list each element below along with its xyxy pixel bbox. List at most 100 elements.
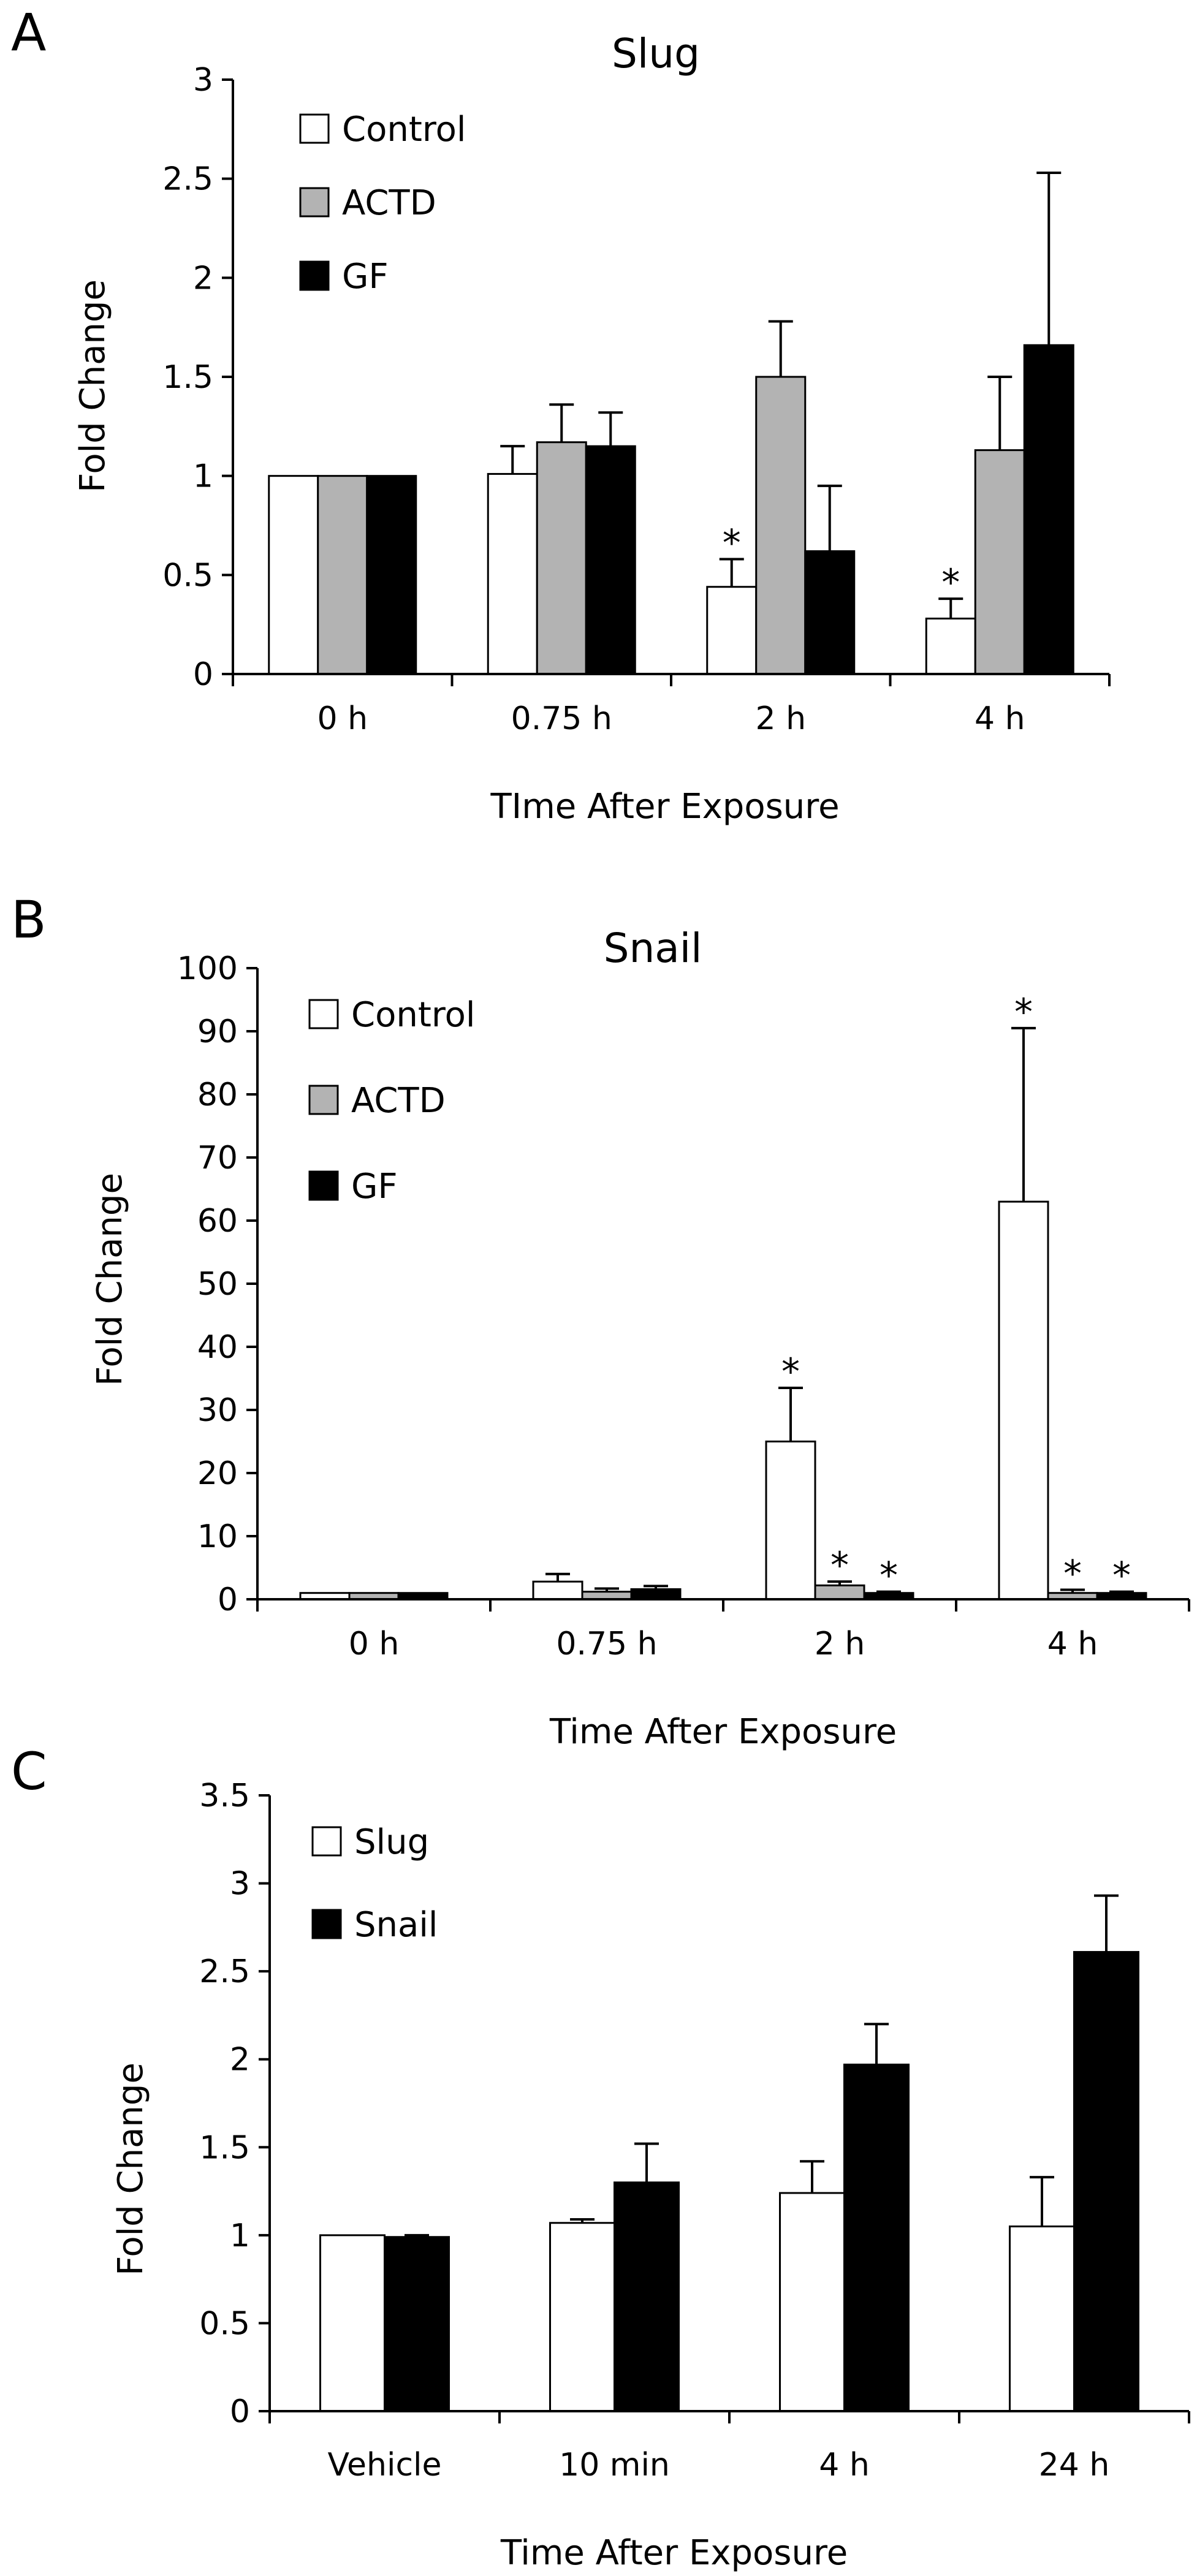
- bar-actd-0: [317, 475, 368, 675]
- legend-label-control: Control: [342, 110, 466, 150]
- x-tick-label: 2 h: [755, 700, 806, 737]
- bar-slug-0: [319, 2234, 386, 2412]
- y-tick-label: 2: [193, 260, 213, 297]
- bar-control-0: [268, 475, 319, 675]
- bar-slug-3: [1009, 2226, 1075, 2412]
- legend-label-gf: GF: [351, 1167, 398, 1207]
- bar-snail-3: [1073, 1951, 1139, 2412]
- bar-control-2: [765, 1441, 816, 1601]
- axes: [222, 78, 1111, 686]
- significance-asterisk: *: [830, 1544, 849, 1587]
- bars: [319, 1951, 1139, 2412]
- bar-control-2: [706, 586, 758, 675]
- x-tick-label: Vehicle: [328, 2447, 442, 2483]
- legend-swatch-gf: [299, 260, 330, 291]
- legend-swatch-slug: [311, 1826, 342, 1857]
- chart-title: Snail: [604, 925, 702, 972]
- bar-gf-1: [630, 1588, 682, 1601]
- y-tick-labels: 0 0.5 1 1.5 2 2.5 3 3.5: [199, 1778, 250, 2430]
- x-tick-label: 2 h: [815, 1626, 865, 1662]
- x-tick-label: 4 h: [975, 700, 1025, 737]
- significance-asterisk: *: [941, 561, 960, 604]
- error-bars: [405, 1894, 1119, 2237]
- x-tick-labels: 0 h 0.75 h 2 h 4 h: [317, 700, 1025, 737]
- y-tick-label: 2: [230, 2042, 250, 2078]
- bar-snail-0: [384, 2236, 450, 2412]
- y-tick-label: 20: [197, 1455, 238, 1492]
- y-tick-label: 80: [197, 1077, 238, 1113]
- x-tick-labels: 0 h 0.75 h 2 h 4 h: [349, 1626, 1098, 1662]
- bar-gf-1: [585, 445, 636, 675]
- panel-c-slug-snail-chart: C Fold Change Time After Exposure 0 0.5 1 1…: [11, 1741, 1190, 2573]
- chart-title: Slug: [612, 30, 700, 77]
- significance-asterisk: *: [1063, 1553, 1082, 1596]
- panel-a-slug-chart: A Slug Fold Change TIme After Exposure 0…: [11, 2, 1111, 827]
- legend-swatch-snail: [311, 1909, 342, 1939]
- significance-asterisk: *: [1014, 991, 1033, 1034]
- y-tick-label: 2.5: [199, 1953, 250, 1990]
- y-tick-label: 70: [197, 1140, 238, 1176]
- legend-label-gf: GF: [342, 257, 389, 297]
- y-tick-label: 0.5: [199, 2305, 250, 2342]
- y-tick-label: 60: [197, 1203, 238, 1240]
- y-tick-label: 0: [193, 656, 213, 693]
- bar-control-3: [998, 1200, 1049, 1601]
- bar-snail-1: [614, 2181, 680, 2412]
- significance-asterisk: *: [1112, 1555, 1131, 1597]
- legend-label-actd: ACTD: [342, 183, 436, 223]
- y-tick-label: 3: [193, 62, 213, 99]
- bar-gf-2: [804, 550, 856, 675]
- bar-snail-2: [843, 2063, 910, 2412]
- x-tick-labels: Vehicle 10 min 4 h 24 h: [328, 2447, 1110, 2483]
- bar-control-1: [487, 472, 538, 675]
- legend-label-snail: Snail: [354, 1905, 438, 1945]
- legend: Control ACTD GF: [308, 995, 475, 1207]
- y-tick-label: 0.5: [162, 557, 213, 594]
- panel-letter-c: C: [11, 1741, 47, 1801]
- y-tick-label: 1: [230, 2218, 250, 2254]
- panel-letter-b: B: [11, 890, 47, 950]
- legend-swatch-gf: [308, 1170, 339, 1201]
- bar-actd-1: [536, 441, 587, 675]
- y-tick-label: 30: [197, 1392, 238, 1429]
- x-tick-label: 10 min: [559, 2447, 670, 2483]
- y-tick-label: 100: [177, 950, 238, 987]
- x-axis-label: TIme After Exposure: [490, 787, 839, 827]
- y-axis-label: Fold Change: [111, 2063, 151, 2276]
- y-tick-labels: 0 0.5 1 1.5 2 2.5 3: [162, 62, 213, 693]
- y-tick-label: 0: [218, 1582, 238, 1618]
- y-tick-label: 2.5: [162, 161, 213, 198]
- bars: [299, 1200, 1147, 1601]
- bar-control-1: [532, 1580, 583, 1601]
- legend-swatch-actd: [299, 187, 330, 218]
- significance-asterisk: *: [781, 1351, 800, 1393]
- x-tick-label: 24 h: [1039, 2447, 1110, 2483]
- x-tick-label: 4 h: [1047, 1626, 1098, 1662]
- bars: [268, 344, 1074, 675]
- y-tick-label: 90: [197, 1013, 238, 1050]
- x-axis-label: Time After Exposure: [549, 1712, 897, 1752]
- bar-slug-1: [549, 2222, 615, 2412]
- y-tick-label: 3.5: [199, 1778, 250, 1814]
- x-tick-label: 4 h: [819, 2447, 870, 2483]
- bar-actd-3: [974, 449, 1025, 675]
- x-axis-label: Time After Exposure: [500, 2533, 848, 2573]
- y-axis-label: Fold Change: [90, 1173, 130, 1386]
- legend-label-control: Control: [351, 995, 475, 1035]
- y-tick-label: 1.5: [162, 359, 213, 396]
- bar-actd-2: [755, 376, 807, 675]
- legend-label-actd: ACTD: [351, 1081, 446, 1121]
- y-tick-label: 40: [197, 1329, 238, 1366]
- legend-swatch-actd: [308, 1085, 339, 1115]
- axes: [259, 1794, 1190, 2423]
- bar-actd-2: [814, 1584, 865, 1601]
- panel-letter-a: A: [11, 2, 46, 63]
- significance-markers: **: [723, 521, 960, 604]
- legend: Slug Snail: [311, 1822, 438, 1945]
- significance-asterisk: *: [723, 521, 741, 564]
- y-tick-labels: 0 10 20 30 40 50 60 70 80 90 100: [177, 950, 238, 1618]
- legend: Control ACTD GF: [299, 110, 466, 297]
- axes: [246, 967, 1190, 1612]
- panel-b-snail-chart: B Snail Fold Change Time After Exposure …: [11, 890, 1190, 1752]
